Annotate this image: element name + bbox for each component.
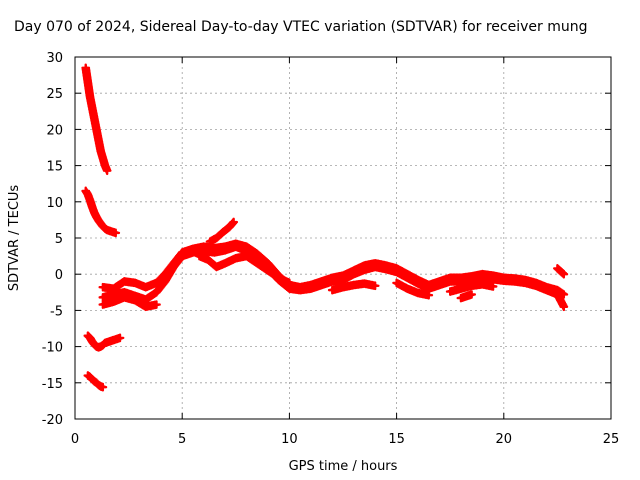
- y-tick-label: -20: [42, 413, 63, 428]
- x-tick-label: 25: [603, 432, 620, 447]
- y-tick-label: 5: [55, 232, 63, 247]
- y-tick-label: 0: [55, 268, 63, 283]
- data-point: [98, 382, 108, 392]
- series-track-10: [327, 279, 380, 295]
- x-tick-label: 0: [71, 432, 79, 447]
- data-point: [285, 278, 294, 288]
- x-axis-label: GPS time / hours: [289, 459, 398, 474]
- data-point: [467, 290, 477, 299]
- data-point: [115, 333, 125, 343]
- x-tick-label: 5: [178, 432, 186, 447]
- series-track-13: [456, 290, 477, 303]
- data-point: [559, 269, 569, 279]
- series-track-14: [553, 264, 569, 279]
- series-track-7: [98, 292, 161, 312]
- data-point: [488, 282, 498, 291]
- series-track-3: [83, 331, 125, 352]
- axis-ticks: 0 5 10 15 20 25 -20 -15 -10 -5 0 5 10 15 20 25 30: [42, 51, 620, 447]
- data-point: [111, 228, 121, 238]
- x-tick-label: 10: [281, 432, 298, 447]
- series-track-11: [392, 278, 434, 300]
- y-axis-label: SDTVAR / TECUs: [7, 185, 22, 292]
- data-point: [370, 281, 380, 291]
- y-tick-label: -5: [50, 304, 63, 319]
- x-tick-label: 15: [388, 432, 405, 447]
- y-tick-label: 25: [46, 87, 63, 102]
- series-track-6: [98, 242, 569, 312]
- y-tick-label: -15: [42, 377, 63, 392]
- series-track-1: [81, 63, 112, 176]
- y-tick-label: 15: [46, 160, 63, 175]
- series-track-12: [445, 279, 498, 296]
- series-track-2: [81, 186, 121, 238]
- grid: [75, 57, 611, 419]
- series-track-8: [194, 251, 294, 288]
- data-point: [424, 290, 434, 300]
- series-track-4: [83, 371, 108, 392]
- y-tick-label: 20: [46, 123, 63, 138]
- data-point: [559, 302, 569, 312]
- plot-frame: [74, 56, 612, 420]
- y-tick-label: 30: [46, 51, 63, 66]
- data-point: [102, 166, 112, 176]
- series-track-9: [205, 217, 239, 247]
- chart-title: Day 070 of 2024, Sidereal Day-to-day VTE…: [14, 19, 588, 35]
- data-points: [81, 63, 569, 392]
- data-point: [152, 300, 161, 310]
- x-tick-label: 20: [496, 432, 513, 447]
- data-point: [229, 217, 239, 227]
- y-tick-label: 10: [46, 196, 63, 211]
- y-tick-label: -10: [42, 341, 63, 356]
